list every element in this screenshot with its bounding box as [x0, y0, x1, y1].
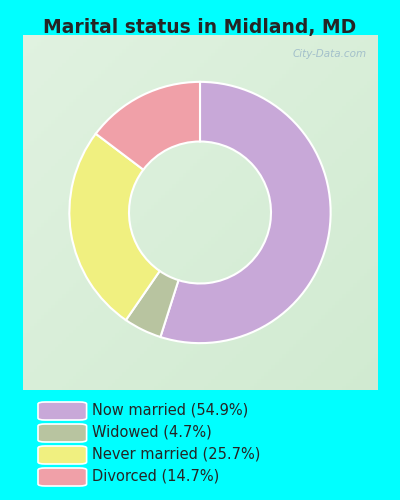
Text: Marital status in Midland, MD: Marital status in Midland, MD — [43, 18, 357, 37]
Wedge shape — [160, 82, 331, 343]
FancyBboxPatch shape — [38, 402, 86, 420]
Text: Widowed (4.7%): Widowed (4.7%) — [92, 424, 212, 440]
Text: Now married (54.9%): Now married (54.9%) — [92, 402, 248, 417]
Text: Divorced (14.7%): Divorced (14.7%) — [92, 468, 219, 483]
Text: City-Data.com: City-Data.com — [293, 49, 367, 59]
Wedge shape — [96, 82, 200, 170]
Wedge shape — [69, 134, 160, 320]
FancyBboxPatch shape — [38, 424, 86, 442]
Text: Never married (25.7%): Never married (25.7%) — [92, 446, 260, 462]
Wedge shape — [126, 271, 178, 337]
FancyBboxPatch shape — [38, 468, 86, 486]
FancyBboxPatch shape — [38, 446, 86, 464]
